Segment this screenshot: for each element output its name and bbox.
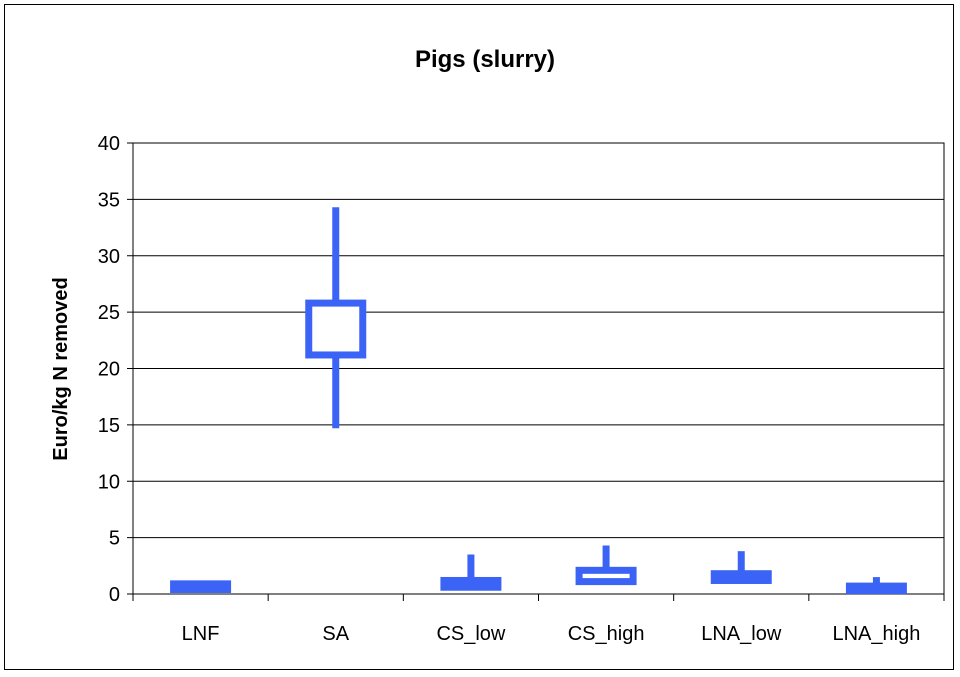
x-tick-label: SA	[322, 623, 349, 645]
box	[710, 570, 772, 584]
box	[170, 580, 232, 593]
box	[575, 566, 637, 586]
box-lna-low	[710, 551, 772, 584]
box-lna-high	[845, 577, 907, 595]
chart-frame	[4, 4, 954, 670]
y-tick-label: 10	[98, 471, 120, 493]
x-tick-labels: LNF SA CS_low CS_high LNA_low LNA_high	[182, 623, 921, 645]
y-tick-label: 25	[98, 302, 120, 324]
x-tick-label: CS_low	[436, 623, 505, 645]
x-tick-label: LNA_high	[832, 623, 920, 645]
y-tick-labels: 0 5 10 15 20 25 30 35 40	[98, 133, 120, 606]
x-tick-label: CS_high	[568, 623, 645, 645]
box	[305, 299, 367, 359]
chart-title: Pigs (slurry)	[415, 46, 555, 73]
box-cs-low	[440, 554, 502, 591]
y-tick-label: 20	[98, 359, 120, 381]
y-axis-label: Euro/kg N removed	[50, 277, 72, 460]
box-lnf	[170, 580, 232, 593]
box-cs-high	[575, 545, 637, 586]
box	[845, 582, 907, 595]
y-tick-label: 40	[98, 133, 120, 155]
x-tick-label: LNF	[182, 623, 220, 645]
y-tick-label: 15	[98, 415, 120, 437]
axes	[127, 142, 945, 601]
y-tick-label: 35	[98, 189, 120, 211]
y-tick-label: 5	[109, 528, 120, 550]
x-tick-label: LNA_low	[701, 623, 782, 645]
box-plot-series	[170, 207, 907, 595]
box-sa	[305, 207, 367, 429]
y-tick-label: 30	[98, 246, 120, 268]
box	[440, 576, 502, 591]
grid-lines	[132, 142, 945, 595]
y-tick-label: 0	[109, 584, 120, 606]
